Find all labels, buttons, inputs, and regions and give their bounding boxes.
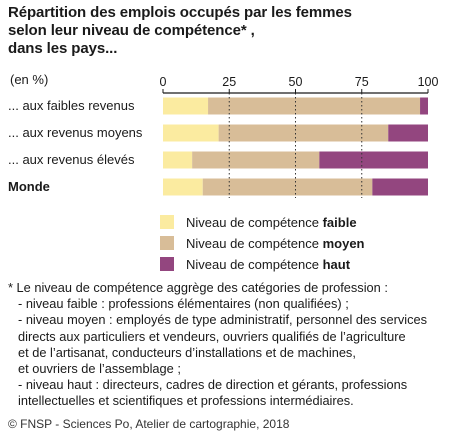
bar-segment	[163, 97, 209, 115]
legend-text-faible: Niveau de compétence faible	[186, 214, 357, 230]
legend-text-haut: Niveau de compétence haut	[186, 256, 351, 272]
bar-segment	[208, 97, 421, 115]
x-tick-label: 100	[418, 75, 439, 89]
x-tick-label: 25	[222, 75, 236, 89]
bar-segment	[420, 97, 428, 115]
footnote: * Le niveau de compétence aggrège des ca…	[8, 280, 470, 410]
category-label: Monde	[8, 179, 50, 194]
legend-item-haut: Niveau de compétence haut	[160, 254, 350, 274]
footnote-line: * Le niveau de compétence aggrège des ca…	[8, 280, 388, 295]
footnote-line: et de l’artisanat, conducteurs d’install…	[18, 344, 356, 360]
category-label: ... aux revenus moyens	[8, 125, 143, 140]
title-line-2: selon leur niveau de compétence* ,	[8, 22, 255, 39]
unit-label: (en %)	[10, 72, 49, 87]
legend-item-faible: Niveau de compétence faible	[160, 212, 357, 232]
x-tick-label: 0	[160, 75, 167, 89]
bar-segment	[202, 178, 373, 196]
footnote-line: - niveau haut : directeurs, cadres de di…	[18, 377, 408, 393]
legend-item-moyen: Niveau de compétence moyen	[160, 233, 365, 253]
credit: © FNSP - Sciences Po, Atelier de cartogr…	[8, 417, 290, 431]
category-label: ... aux revenus élevés	[8, 152, 135, 167]
legend-swatch-haut	[160, 257, 174, 271]
footnote-line: intellectuelles et scientifiques et prof…	[18, 393, 354, 409]
footnote-line: et ouvriers de l’assemblage ;	[18, 361, 181, 377]
bar-segment	[163, 124, 219, 142]
footnote-line: - niveau moyen : employés de type admini…	[18, 312, 427, 328]
bar-segment	[163, 178, 203, 196]
bar-segment	[372, 178, 428, 196]
chart-title: Répartition des emplois occupés par les …	[8, 4, 448, 58]
title-line-1: Répartition des emplois occupés par les …	[8, 4, 352, 21]
stacked-bar-chart: ... aux faibles revenus ... aux revenus m…	[8, 75, 439, 198]
x-tick-label: 50	[289, 75, 303, 89]
bar-segment	[218, 124, 389, 142]
footnote-line: - niveau faible : professions élémentair…	[18, 296, 349, 312]
legend-swatch-moyen	[160, 236, 174, 250]
bar-segment	[163, 151, 193, 169]
footnote-line: directs aux particuliers et vendeurs, ou…	[18, 328, 406, 344]
category-label: ... aux faibles revenus	[8, 98, 135, 113]
title-line-3: dans les pays...	[8, 40, 118, 57]
x-tick-label: 75	[355, 75, 369, 89]
bar-segment	[319, 151, 428, 169]
bar-segment	[192, 151, 320, 169]
legend-swatch-faible	[160, 215, 174, 229]
bar-segment	[388, 124, 428, 142]
legend-text-moyen: Niveau de compétence moyen	[186, 235, 365, 251]
